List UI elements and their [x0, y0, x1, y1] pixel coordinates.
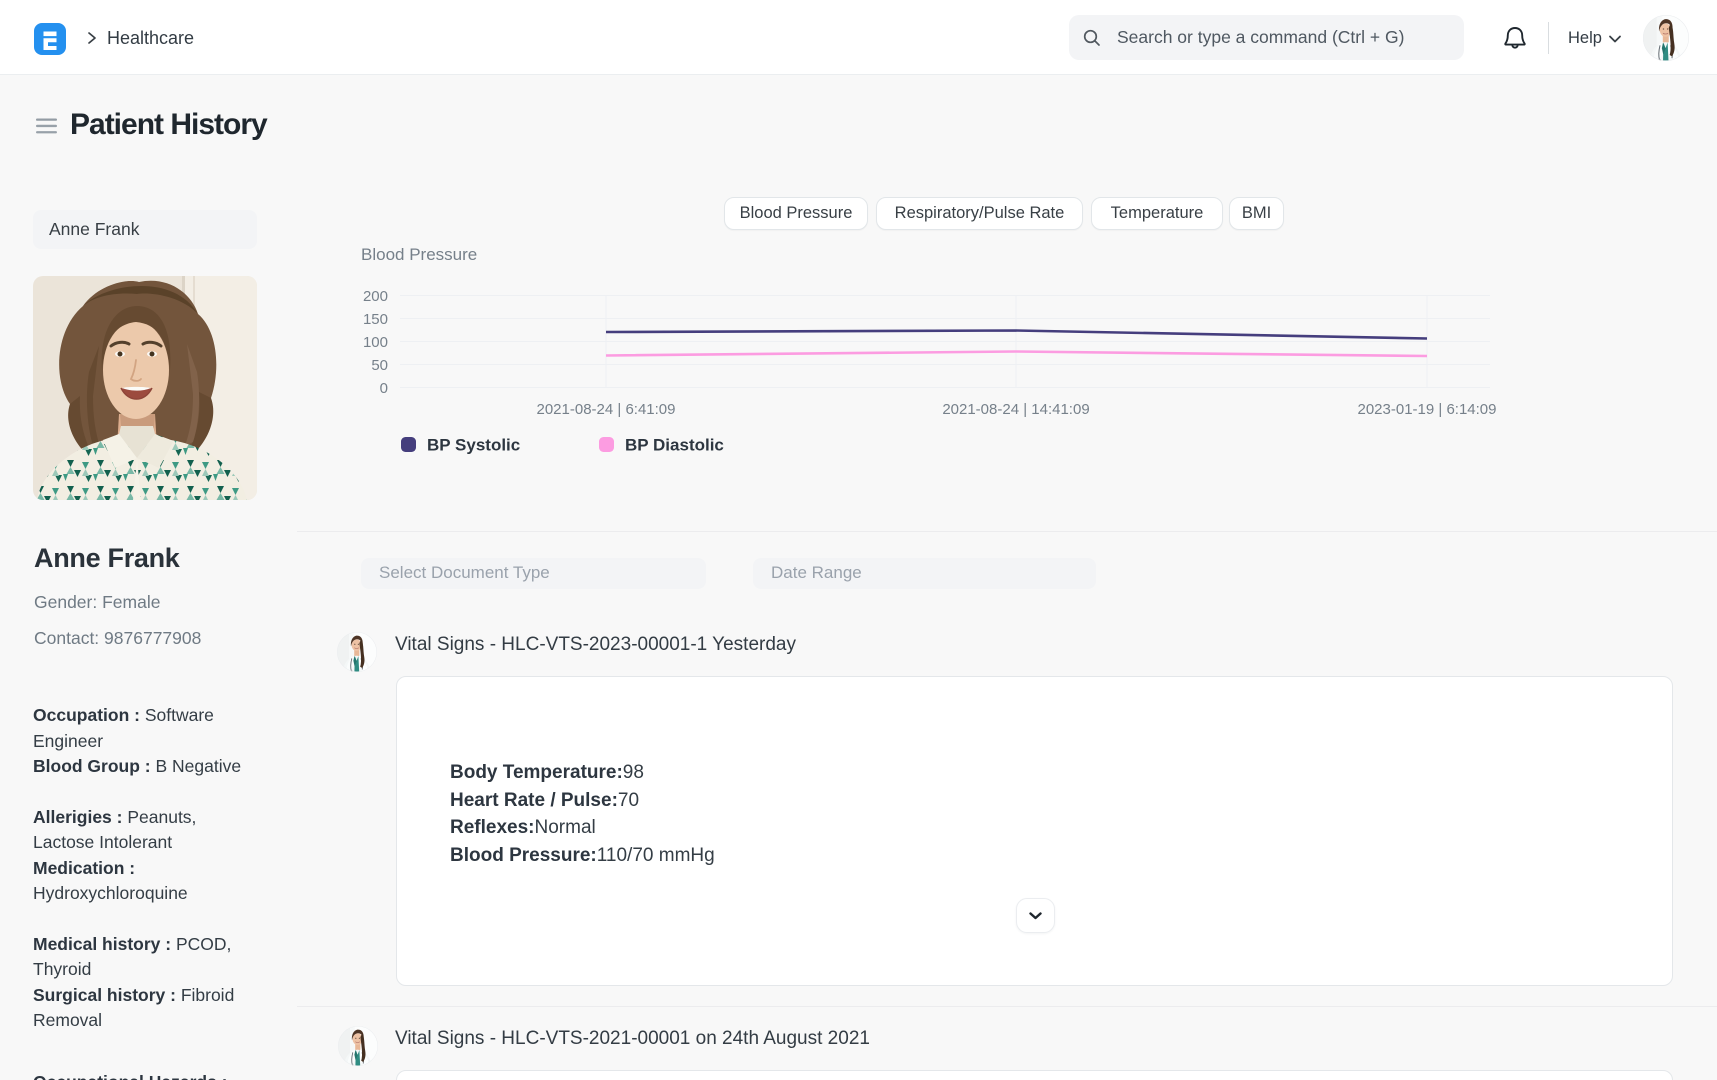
svg-text:50: 50 [371, 357, 388, 374]
svg-text:BP Systolic: BP Systolic [427, 436, 520, 455]
svg-text:BP Diastolic: BP Diastolic [625, 436, 724, 455]
svg-text:200: 200 [363, 288, 388, 305]
svg-text:Blood Pressure: Blood Pressure [361, 245, 477, 264]
svg-text:150: 150 [363, 311, 388, 328]
svg-text:0: 0 [380, 380, 388, 397]
svg-text:100: 100 [363, 334, 388, 351]
svg-text:2021-08-24 | 14:41:09: 2021-08-24 | 14:41:09 [942, 401, 1089, 418]
svg-text:2023-01-19 | 6:14:09: 2023-01-19 | 6:14:09 [1357, 401, 1496, 418]
svg-text:2021-08-24 | 6:41:09: 2021-08-24 | 6:41:09 [536, 401, 675, 418]
